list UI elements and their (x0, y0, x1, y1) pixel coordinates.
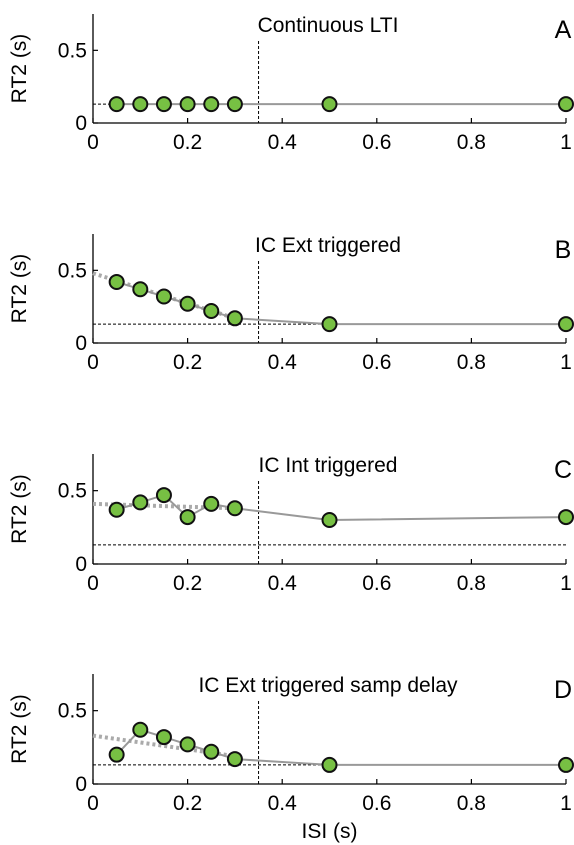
x-tick-label: 0.6 (362, 131, 391, 154)
x-tick-label: 0.4 (268, 572, 298, 595)
x-axis-label: ISI (s) (302, 820, 358, 843)
data-point (558, 509, 574, 526)
panel-title: IC Ext triggered samp delay (198, 674, 458, 697)
x-tick-label: 1 (560, 792, 572, 815)
data-point (321, 96, 338, 113)
data-point (203, 743, 220, 760)
panel-letter: D (554, 676, 572, 704)
data-point (179, 736, 196, 753)
y-axis-label: RT2 (s) (8, 474, 31, 544)
data-point (179, 509, 196, 526)
y-tick-label: 0.5 (58, 700, 87, 723)
data-point (179, 295, 196, 312)
x-tick-label: 1 (560, 131, 572, 154)
x-tick-label: 0.4 (268, 351, 298, 374)
y-tick-label: 0.5 (58, 480, 87, 503)
x-tick-label: 0.6 (362, 792, 391, 815)
x-tick-label: 0.8 (457, 572, 486, 595)
y-tick-label: 0.5 (58, 39, 87, 62)
data-point (226, 310, 243, 327)
data-point (108, 273, 125, 290)
x-tick-label: 0.6 (362, 572, 391, 595)
x-tick-label: 0 (87, 351, 99, 374)
y-tick-label: 0 (75, 773, 87, 796)
data-point (108, 746, 125, 763)
x-tick-label: 0 (87, 792, 99, 815)
x-tick-label: 0 (87, 131, 99, 154)
panel-letter: B (555, 236, 572, 264)
x-tick-label: 0.6 (362, 351, 391, 374)
x-tick-label: 0.4 (268, 792, 298, 815)
data-point (155, 96, 172, 113)
data-point (321, 316, 338, 333)
panel-title: Continuous LTI (258, 14, 399, 37)
x-tick-label: 0.8 (457, 792, 486, 815)
data-point (108, 501, 125, 518)
data-point (155, 487, 172, 504)
data-point (132, 721, 149, 738)
x-tick-label: 1 (560, 572, 572, 595)
data-point (155, 288, 172, 305)
data-point (132, 281, 149, 298)
y-tick-label: 0.5 (58, 259, 87, 282)
x-tick-label: 0.2 (173, 351, 202, 374)
data-point (203, 303, 220, 320)
y-tick-label: 0 (75, 112, 87, 135)
y-tick-label: 0 (75, 553, 87, 576)
data-point (558, 316, 574, 333)
x-tick-label: 0.4 (268, 131, 298, 154)
data-point (321, 512, 338, 528)
x-tick-label: 0.8 (457, 131, 486, 154)
x-tick-label: 0.2 (173, 792, 202, 815)
data-point (226, 96, 243, 113)
x-tick-label: 0.8 (457, 351, 486, 374)
data-point (321, 756, 338, 773)
data-point (558, 756, 574, 773)
x-tick-label: 0.2 (173, 572, 202, 595)
panel-letter: C (554, 456, 572, 484)
x-tick-label: 0 (87, 572, 99, 595)
data-point (132, 96, 149, 113)
panel-c: 0 0.2 0.4 0.6 0.8 1 0 0.5 RT2 (s) IC Int triggere… (8, 454, 574, 595)
data-point (203, 495, 220, 512)
data-point (558, 96, 574, 113)
data-point (203, 96, 220, 113)
y-axis-label: RT2 (s) (8, 694, 31, 764)
x-tick-label: 1 (560, 351, 572, 374)
data-point (132, 494, 149, 511)
data-point (226, 751, 243, 768)
panel-b: 0 0.2 0.4 0.6 0.8 1 0 0.5 RT2 (s) IC Ext triggere… (8, 234, 574, 374)
y-axis-label: RT2 (s) (8, 34, 31, 104)
data-point (179, 96, 196, 113)
panel-d: 0 0.2 0.4 0.6 0.8 1 0 0.5 RT2 (s) IC Ext triggere… (8, 674, 574, 843)
x-tick-label: 0.2 (173, 131, 202, 154)
y-tick-label: 0 (75, 332, 87, 355)
data-point (108, 96, 125, 113)
panel-a: 0 0.2 0.4 0.6 0.8 1 0 0.5 RT2 (s) Continuous LTI A (8, 14, 574, 154)
panel-letter: A (555, 16, 572, 44)
panel-title: IC Int triggered (259, 454, 398, 477)
panel-title: IC Ext triggered (255, 234, 401, 257)
data-point (226, 500, 243, 517)
data-point (155, 729, 172, 746)
y-axis-label: RT2 (s) (8, 254, 31, 324)
